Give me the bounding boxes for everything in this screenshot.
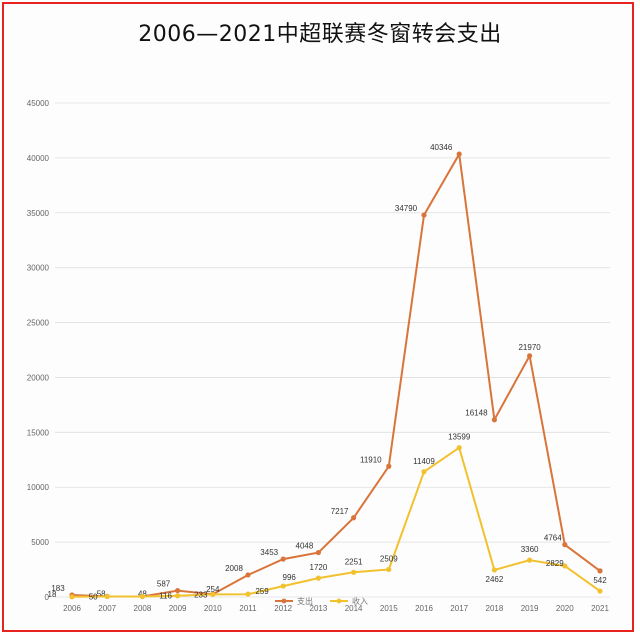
y-tick-label: 35000	[27, 209, 50, 218]
y-tick-label: 15000	[27, 428, 50, 437]
data-point	[104, 593, 110, 600]
y-tick-label: 10000	[27, 483, 50, 492]
data-label: 7217	[331, 507, 349, 516]
data-point	[280, 583, 286, 589]
legend-label: 支出	[297, 596, 313, 606]
y-tick-label: 0	[45, 593, 50, 602]
data-label: 18	[48, 590, 57, 599]
y-tick-label: 5000	[31, 538, 49, 547]
x-tick-label: 2009	[169, 604, 187, 613]
data-label: 587	[157, 580, 171, 589]
data-label: 254	[206, 585, 220, 594]
series-line-income	[71, 446, 601, 598]
data-point	[456, 151, 462, 157]
x-tick-label: 2006	[63, 604, 81, 613]
series-line-expenditure	[71, 151, 601, 598]
data-label: 11910	[360, 455, 382, 464]
data-point	[562, 542, 568, 548]
x-tick-label: 2016	[415, 604, 433, 613]
data-label: 3453	[260, 548, 278, 557]
legend-label: 收入	[352, 596, 368, 606]
data-point	[315, 575, 321, 581]
data-point	[562, 563, 568, 569]
x-tick-label: 2008	[134, 604, 152, 613]
x-tick-label: 2021	[591, 604, 609, 613]
data-label: 50	[89, 592, 98, 601]
data-point	[175, 593, 181, 599]
data-point	[351, 569, 357, 575]
data-point	[210, 591, 216, 598]
x-tick-label: 2011	[239, 604, 257, 613]
data-label: 11409	[413, 457, 435, 466]
data-point	[491, 417, 497, 423]
x-tick-label: 2013	[310, 604, 328, 613]
data-label: 34790	[395, 204, 418, 213]
x-tick-label: 2019	[521, 604, 539, 613]
data-point	[245, 572, 251, 578]
y-tick-label: 20000	[27, 373, 50, 382]
data-label: 58	[97, 589, 106, 598]
data-label: 1720	[310, 563, 328, 572]
x-tick-label: 2020	[556, 604, 574, 613]
data-label: 259	[255, 587, 269, 596]
chart-title: 2006—2021中超联赛冬窗转会支出	[138, 22, 502, 47]
data-point	[280, 556, 286, 562]
data-point	[527, 557, 533, 563]
data-label: 233	[194, 590, 208, 599]
y-tick-label: 30000	[27, 264, 50, 273]
data-label: 13599	[448, 433, 471, 442]
data-label: 2008	[225, 564, 243, 573]
data-point	[245, 591, 251, 597]
data-point	[456, 445, 462, 451]
data-label: 183	[51, 584, 65, 593]
data-label: 2829	[546, 559, 564, 568]
x-tick-label: 2018	[486, 604, 504, 613]
x-tick-label: 2012	[274, 604, 292, 613]
data-point	[386, 463, 392, 469]
data-point	[421, 469, 427, 475]
data-label: 996	[283, 573, 297, 582]
data-point	[386, 566, 392, 573]
data-label: 16148	[465, 409, 488, 418]
data-point	[69, 594, 75, 600]
data-label: 542	[593, 576, 607, 585]
data-label: 2251	[345, 557, 363, 566]
x-tick-label: 2014	[345, 604, 363, 613]
data-label: 4048	[296, 542, 314, 551]
data-point	[527, 353, 533, 359]
data-label: 116	[159, 592, 172, 601]
chart-frame	[2, 2, 634, 632]
y-tick-label: 40000	[27, 154, 50, 163]
y-tick-label: 45000	[27, 99, 50, 108]
data-point	[491, 567, 497, 573]
x-tick-label: 2010	[204, 604, 222, 613]
data-point	[175, 587, 181, 594]
x-tick-label: 2017	[450, 604, 468, 613]
data-point	[139, 593, 145, 600]
data-label: 4764	[544, 534, 562, 543]
y-tick-label: 25000	[27, 319, 50, 328]
data-label: 40346	[430, 143, 453, 152]
data-point	[421, 212, 427, 218]
data-point	[597, 568, 603, 574]
data-point	[597, 588, 603, 594]
legend-marker	[336, 598, 342, 604]
data-point	[315, 549, 321, 556]
x-tick-label: 2015	[380, 604, 398, 613]
legend-marker	[281, 598, 287, 604]
data-point	[351, 515, 357, 521]
data-label: 2509	[380, 554, 398, 563]
data-label: 2462	[486, 575, 504, 584]
x-tick-label: 2007	[98, 604, 116, 613]
data-label: 21970	[518, 343, 541, 352]
data-label: 3360	[521, 545, 539, 554]
